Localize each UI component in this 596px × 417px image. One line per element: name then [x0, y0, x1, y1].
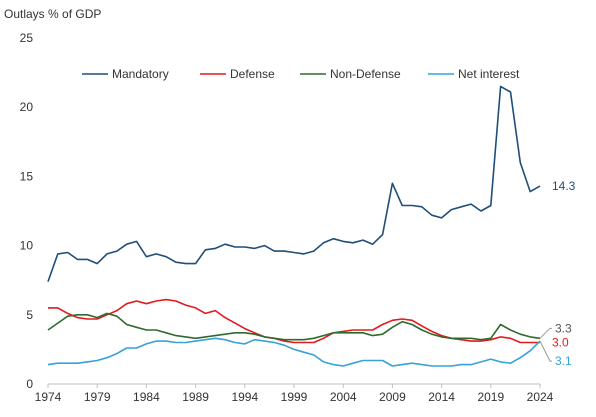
series-line-net-interest — [47, 337, 541, 367]
x-tick-label: 1974 — [35, 390, 62, 404]
legend-label: Mandatory — [112, 67, 169, 81]
legend-label: Defense — [230, 67, 275, 81]
y-tick-label: 25 — [20, 31, 34, 45]
series-line-mandatory — [47, 85, 541, 282]
x-tick-label: 1979 — [84, 390, 111, 404]
x-tick-label: 1999 — [281, 390, 308, 404]
x-tick-label: 2009 — [379, 390, 406, 404]
end-label-net-interest: 3.1 — [555, 354, 572, 368]
y-tick-label: 20 — [20, 100, 34, 114]
leader-line-non-defense — [539, 327, 552, 339]
y-tick-label: 0 — [26, 377, 33, 391]
x-tick-label: 2019 — [477, 390, 504, 404]
y-tick-label: 5 — [26, 308, 33, 322]
y-axis-ticks: 0 5 10 15 20 25 — [20, 31, 34, 391]
end-label-defense: 3.0 — [552, 335, 569, 349]
series-line-defense — [48, 298, 540, 344]
x-tick-label: 1994 — [231, 390, 258, 404]
y-tick-label: 15 — [20, 169, 34, 183]
series-line-non-defense — [47, 312, 541, 341]
x-tick-label: 1989 — [182, 390, 209, 404]
y-tick-label: 10 — [20, 239, 34, 253]
end-label-non-defense: 3.3 — [555, 321, 572, 335]
x-axis-ticks: 1974 1979 1984 1989 1994 1999 2004 2009 2014 2019… — [35, 384, 554, 404]
end-label-mandatory: 14.3 — [552, 179, 576, 193]
x-tick-label: 2014 — [428, 390, 455, 404]
x-tick-label: 1984 — [133, 390, 160, 404]
leader-line-net-interest — [539, 340, 552, 362]
legend-label: Non-Defense — [330, 67, 401, 81]
legend-label: Net interest — [458, 67, 520, 81]
end-labels: 14.3 3.33.0 3.1 — [539, 179, 576, 368]
series-lines — [47, 85, 541, 367]
x-tick-label: 2024 — [527, 390, 554, 404]
legend: Mandatory Defense Non-Defense Net interest — [82, 67, 520, 81]
x-tick-label: 2004 — [330, 390, 357, 404]
y-axis-label: Outlays % of GDP — [4, 7, 101, 21]
